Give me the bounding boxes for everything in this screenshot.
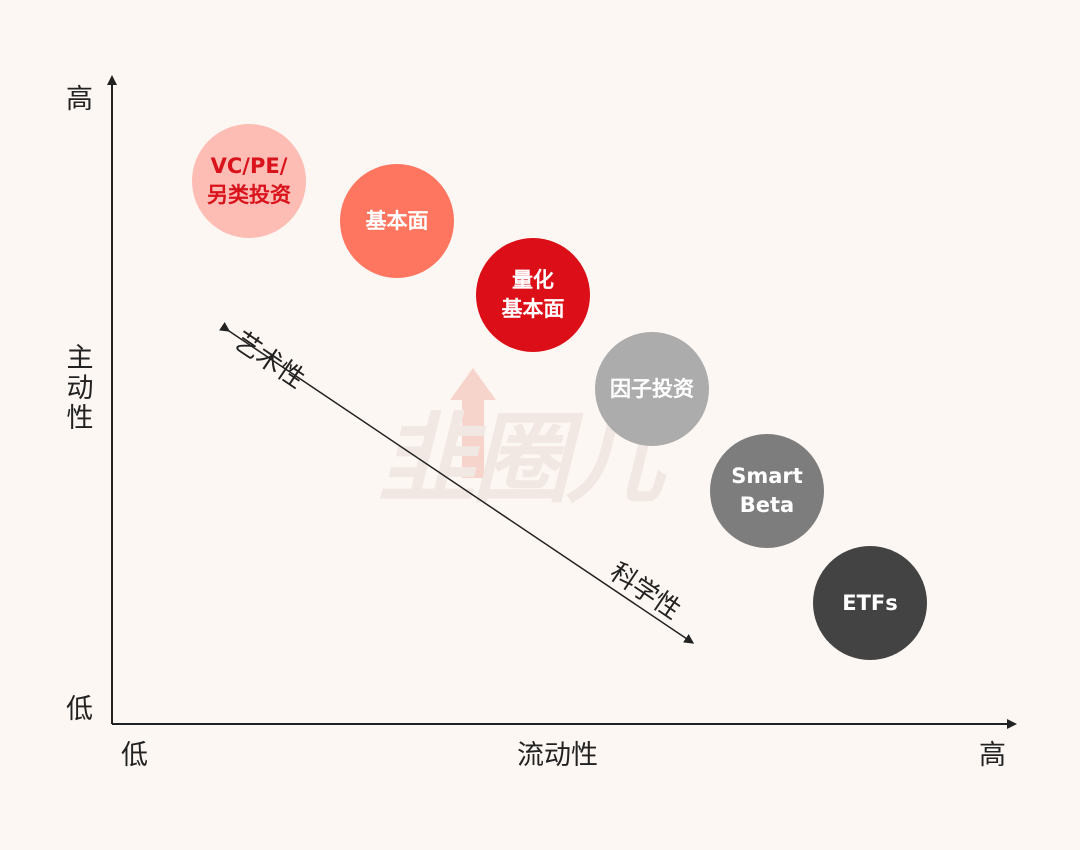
- x-axis-low-label: 低: [121, 740, 148, 771]
- y-axis-title: 主动性: [66, 343, 94, 434]
- diagonal-arrow: [219, 322, 695, 644]
- y-axis-high-label: 高: [66, 84, 93, 115]
- bubble-etfs: ETFs: [813, 546, 927, 660]
- bubble-smart-beta: Smart Beta: [710, 434, 824, 548]
- x-axis-high-label: 高: [979, 740, 1006, 771]
- bubble-line: 因子投资: [610, 376, 694, 401]
- bubble-line: Beta: [739, 493, 795, 517]
- bubble-line: Smart: [731, 464, 803, 488]
- bubble-line: 基本面: [365, 208, 429, 233]
- bubble-line: 另类投资: [207, 183, 291, 207]
- bubble-quant-fundamental: 量化 基本面: [476, 238, 590, 352]
- bubble-line: 基本面: [501, 297, 565, 321]
- bubble-line: ETFs: [842, 590, 898, 615]
- bubble-factor-investing: 因子投资: [595, 332, 709, 446]
- y-axis-low-label: 低: [66, 694, 93, 725]
- bubble-line: VC/PE/: [210, 154, 288, 178]
- bubble-line: 量化: [512, 268, 554, 292]
- bubble-vc-pe: VC/PE/另类投资: [192, 124, 306, 238]
- bubble-fundamental: 基本面: [340, 164, 454, 278]
- x-axis-title: 流动性: [517, 740, 598, 771]
